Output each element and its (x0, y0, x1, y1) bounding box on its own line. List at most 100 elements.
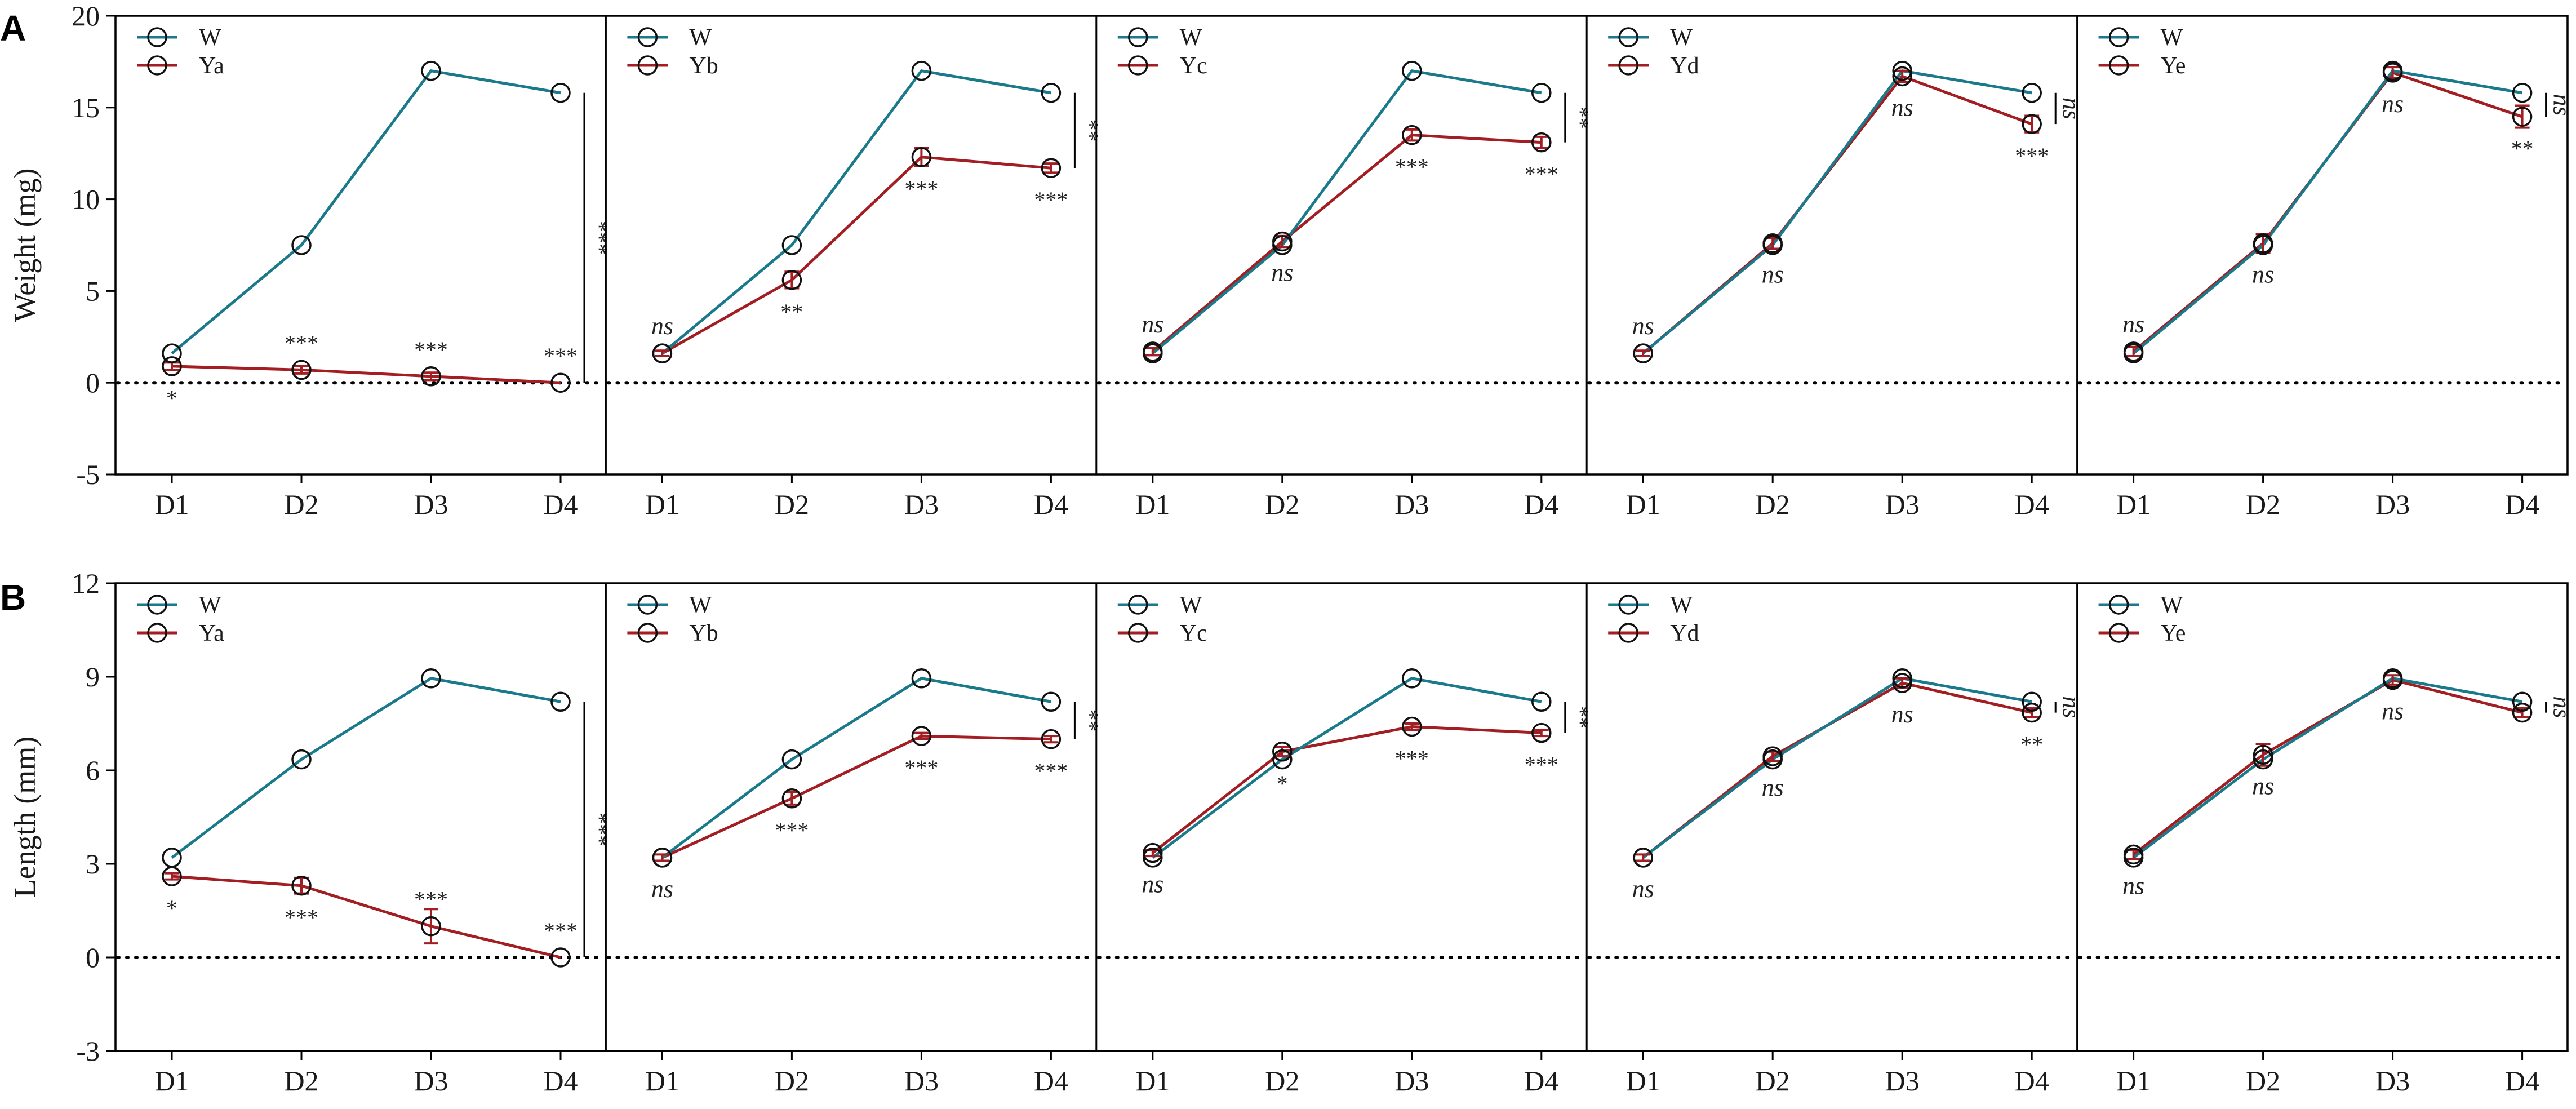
plot-frame (114, 582, 2569, 1052)
data-point-treatment (1892, 66, 1912, 87)
y-axis-title: Length (mm) (8, 737, 42, 898)
significance-label: *** (2015, 143, 2049, 168)
series-line-treatment (1642, 74, 2033, 355)
x-tick-label: D2 (2246, 489, 2280, 520)
data-point-control (1041, 691, 1062, 712)
series-line-treatment (171, 875, 561, 959)
series-line-treatment (171, 365, 561, 384)
data-point-control (911, 668, 932, 689)
series-line-treatment (1642, 681, 2032, 859)
legend-label-treatment: Yc (1180, 620, 1207, 646)
y-tick-label: 20 (72, 0, 100, 32)
legend-label-control: W (689, 25, 712, 51)
x-tick-label: D4 (1034, 489, 1068, 520)
data-point-treatment (1762, 746, 1783, 766)
data-point-control (1402, 60, 1422, 81)
legend-marker-treatment (147, 55, 167, 76)
series-line-control (2132, 69, 2523, 355)
y-tick-label: 12 (72, 567, 100, 599)
x-tick-label: D1 (154, 489, 189, 520)
significance-label: * (1277, 771, 1288, 796)
data-point-control (781, 749, 802, 770)
y-axis-title: Weight (mg) (8, 168, 42, 322)
significance-label: *** (285, 905, 318, 930)
data-point-treatment (291, 360, 312, 380)
y-tick-label: 6 (86, 755, 100, 786)
x-tick-label: D1 (1135, 1065, 1170, 1097)
x-tick-label: D3 (414, 1065, 448, 1097)
significance-label: ns (1142, 871, 1163, 898)
x-tick-label: D1 (1135, 489, 1170, 520)
significance-label: ns (2252, 261, 2274, 289)
legend-label-treatment: Yc (1180, 53, 1207, 79)
data-point-treatment (2253, 233, 2273, 254)
series-line-control (661, 677, 1051, 859)
x-tick-label: D3 (904, 1065, 939, 1097)
overall-significance-label: ns (2548, 94, 2576, 116)
data-point-treatment (2123, 844, 2144, 865)
significance-label: *** (285, 330, 318, 356)
x-tick-label: D1 (1626, 1065, 1660, 1097)
series-line-treatment (1152, 725, 1542, 854)
series-line-control (1152, 69, 1542, 355)
data-point-treatment (1633, 848, 1653, 868)
data-point-treatment (1633, 343, 1653, 363)
series-line-treatment (661, 734, 1051, 859)
significance-label: * (166, 895, 177, 921)
data-point-treatment (291, 875, 312, 896)
x-tick-label: D4 (2505, 489, 2539, 520)
significance-label: ns (651, 312, 673, 340)
data-point-treatment (1272, 231, 1293, 252)
significance-label: ** (2511, 136, 2534, 161)
legend-label-control: W (199, 592, 221, 618)
significance-label: *** (904, 755, 938, 780)
legend-label-control: W (1180, 25, 1202, 51)
legend-label-treatment: Yb (689, 53, 718, 79)
subplot-yd: D1 D2 D3 D4 WYd ns ns ns ** ns (1585, 583, 2085, 1097)
significance-label: *** (1034, 758, 1068, 784)
legend-label-control: W (2161, 592, 2183, 618)
legend-marker-treatment (2108, 55, 2129, 76)
legend-label-control: W (689, 592, 712, 618)
legend-marker-control (1128, 27, 1148, 47)
legend-label-treatment: Ya (199, 53, 224, 79)
overall-significance-label: *** (587, 221, 612, 255)
x-tick-label: D4 (2015, 489, 2049, 520)
overall-significance-label: ** (1077, 119, 1103, 142)
legend-label-control: W (1670, 592, 1693, 618)
legend-marker-treatment (1618, 623, 1638, 643)
x-tick-label: D4 (1524, 489, 1558, 520)
x-tick-label: D3 (414, 489, 448, 520)
data-point-treatment (550, 947, 571, 968)
legend-label-treatment: Yd (1670, 620, 1699, 646)
legend-label-treatment: Ye (2161, 620, 2186, 646)
y-tick-label: 0 (86, 367, 100, 398)
x-tick-label: D4 (1524, 1065, 1558, 1097)
overall-significance-label: *** (587, 813, 612, 846)
y-tick-label: 9 (86, 661, 100, 693)
data-point-treatment (162, 866, 182, 886)
data-point-control (1402, 668, 1422, 689)
data-point-control (1041, 83, 1062, 103)
legend-label-treatment: Ye (2161, 53, 2186, 79)
significance-label: * (166, 385, 177, 411)
x-tick-label: D4 (543, 489, 578, 520)
series-line-treatment (661, 156, 1051, 355)
significance-label: *** (414, 887, 448, 912)
subplot-ye: D1 D2 D3 D4 WYe ns ns ns ns (2076, 583, 2576, 1097)
x-tick-label: D1 (2116, 1065, 2151, 1097)
x-tick-label: D3 (1394, 489, 1429, 520)
data-point-treatment (2382, 63, 2403, 83)
data-point-control (291, 235, 312, 255)
data-point-treatment (1531, 132, 1552, 153)
significance-label: ** (780, 299, 803, 325)
legend-label-treatment: Yd (1670, 53, 1699, 79)
significance-label: *** (1395, 154, 1429, 180)
significance-label: ns (1632, 312, 1654, 340)
data-point-control (2512, 691, 2533, 712)
